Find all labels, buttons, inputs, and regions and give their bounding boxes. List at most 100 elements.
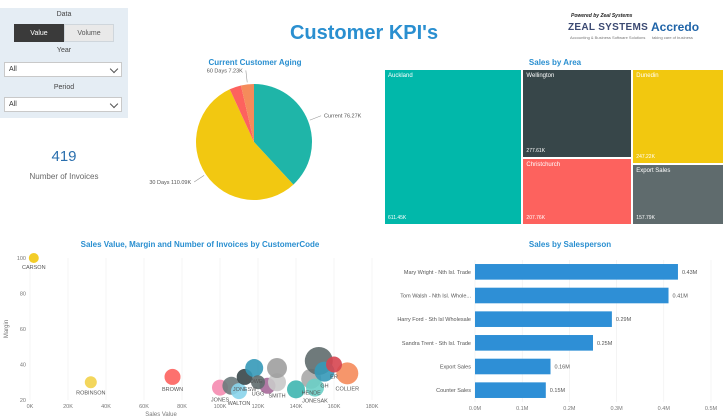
bar-category-label: Sandra Trent - Sth Isl. Trade [402, 341, 471, 347]
scatter-y-tick-label: 60 [20, 327, 26, 333]
chevron-down-icon [109, 64, 119, 74]
page-title: Customer KPI's [289, 22, 439, 44]
scatter-y-tick-label: 100 [17, 256, 26, 262]
pie-slice[interactable] [229, 85, 254, 142]
period-slicer-label: Period [53, 84, 75, 91]
scatter-point[interactable] [251, 375, 265, 390]
treemap-tile-value: 207.76K [526, 214, 546, 221]
area-chart-title: Sales by Area [528, 58, 582, 67]
bar-value-label: 0.43M [682, 270, 698, 276]
salesperson-bar[interactable] [475, 264, 678, 280]
pie-slice-label: 60 Days 7.23K [207, 68, 243, 74]
bar-category-label: Counter Sales [436, 388, 471, 394]
bar-category-label: Mary Wright - Nth Isl. Trade [404, 270, 471, 276]
treemap-tile-name: Wellington [526, 73, 555, 79]
pie-slice-label: Current 76.27K [324, 114, 362, 120]
data-slicer-label: Data [56, 11, 72, 18]
scatter-point[interactable] [306, 378, 324, 397]
treemap-tile[interactable]: Wellington 277.61K [523, 70, 634, 160]
pie-leader-line [309, 115, 322, 121]
pie-slice[interactable] [240, 84, 254, 142]
treemap-tile-value: 611.45K [388, 215, 407, 221]
salesperson-bar[interactable] [475, 382, 546, 398]
sales-by-area-treemap: Auckland 611.45K Wellington 277.61K Christch… [385, 70, 725, 226]
scatter-y-tick-label: 20 [20, 398, 26, 404]
bar-value-label: 0.41M [673, 294, 689, 300]
pie-slice[interactable] [254, 84, 312, 185]
treemap-tile-name: Dunedin [636, 73, 659, 79]
year-dropdown[interactable]: All [4, 62, 122, 77]
bar-category-label: Export Sales [440, 365, 471, 371]
scatter-point[interactable] [326, 356, 342, 373]
scatter-point[interactable] [336, 362, 359, 385]
period-dropdown[interactable]: All [4, 97, 122, 112]
salesperson-bar[interactable] [475, 311, 612, 327]
salesperson-bar[interactable] [475, 335, 593, 351]
period-dropdown-value: All [9, 101, 17, 108]
scatter-point[interactable] [164, 368, 181, 385]
bar-category-label: Harry Ford - Sth Isl Wholesale [397, 317, 471, 323]
scatter-point[interactable] [28, 253, 39, 263]
year-slicer-label: Year [56, 47, 72, 54]
logo-zeal-systems: ZEAL SYSTEMS [568, 22, 649, 33]
scatter-point[interactable] [268, 373, 286, 392]
bar-value-label: 0.16M [555, 365, 571, 371]
salesperson-bar[interactable] [475, 287, 669, 304]
slicer-panel: Data Value Volume Year All Period All [0, 8, 128, 118]
scatter-x-axis-label: Sales Value [145, 412, 177, 418]
aging-chart-title: Current Customer Aging [208, 58, 302, 67]
scatter-point[interactable] [231, 383, 247, 400]
scatter-point-label: JONESAK [302, 399, 328, 405]
logo-powered-by: Powered by Zeal Systems [571, 13, 633, 19]
bar-x-tick-label: 0.4M [658, 406, 671, 412]
treemap-tile-value: 277.61K [526, 148, 546, 155]
scatter-point-label: BOWE [246, 379, 263, 385]
scatter-point[interactable] [84, 376, 97, 389]
sales-by-salesperson-chart: 0.0M 0.1M 0.2M 0.3M 0.4M 0.5M Mary Wright - Nt… [397, 260, 718, 412]
logo-tagline: Accounting & Business Software Solutions [570, 35, 646, 40]
scatter-y-axis-label: Margin [4, 320, 10, 338]
bar-value-label: 0.15M [550, 388, 566, 394]
treemap-tile[interactable]: Christchurch 207.76K [523, 159, 634, 226]
scatter-x-tick-label: 80K [177, 404, 187, 410]
treemap-tile[interactable]: Export Sales 157.79K [633, 165, 725, 226]
treemap-tile-name: Auckland [388, 73, 413, 79]
bar-x-tick-label: 0.0M [469, 406, 482, 412]
scatter-point-label: UGG [252, 391, 265, 397]
scatter-point[interactable] [245, 359, 264, 378]
scatter-point[interactable] [267, 358, 287, 379]
treemap-tile[interactable]: Dunedin 247.22K [633, 70, 725, 166]
scatter-point-label: JONES [211, 398, 230, 404]
treemap-tile-value: 157.79K [636, 214, 655, 221]
scatter-point-label: COLLIER [336, 386, 360, 392]
bar-x-tick-label: 0.2M [563, 406, 576, 412]
bar-value-label: 0.25M [597, 341, 613, 347]
bar-category-label: Tom Walsh - Nth Isl. Whole... [400, 294, 471, 300]
scatter-x-tick-label: 20K [63, 404, 73, 410]
scatter-point[interactable] [287, 380, 305, 399]
volume-toggle-button[interactable]: Volume [64, 24, 114, 42]
pie-leader-line [193, 175, 205, 183]
treemap-tile-name: Export Sales [636, 168, 671, 175]
scatter-point-label: HENDE [302, 391, 322, 397]
scatter-x-tick-label: 180K [366, 404, 379, 410]
salesperson-bar[interactable] [475, 358, 551, 375]
invoice-count-label: Number of Invoices [29, 172, 99, 181]
scatter-point-label: GH [320, 384, 328, 390]
pie-slice[interactable] [196, 89, 294, 200]
scatter-point-label: ROBINSON [76, 390, 105, 396]
scatter-y-tick-label: 40 [20, 363, 26, 369]
bar-value-label: 0.29M [616, 317, 632, 323]
sales-margin-scatter-chart: 0K 20K 40K 60K 80K 100K 120K 140K 160K 180K 20 40 60… [4, 253, 379, 418]
bar-x-tick-label: 0.1M [516, 406, 529, 412]
scatter-point-label: SMITH [268, 393, 285, 399]
scatter-x-tick-label: 60K [139, 404, 149, 410]
treemap-tile[interactable]: Auckland 611.45K [385, 70, 524, 226]
logo-accredo: Accredo [651, 20, 700, 34]
bar-x-tick-label: 0.3M [610, 406, 623, 412]
scatter-point-label: WALTON [228, 401, 251, 407]
value-toggle-button[interactable]: Value [14, 24, 64, 42]
scatter-x-tick-label: 120K [252, 404, 265, 410]
invoice-count: 419 [51, 148, 77, 165]
scatter-x-tick-label: 0K [27, 404, 34, 410]
